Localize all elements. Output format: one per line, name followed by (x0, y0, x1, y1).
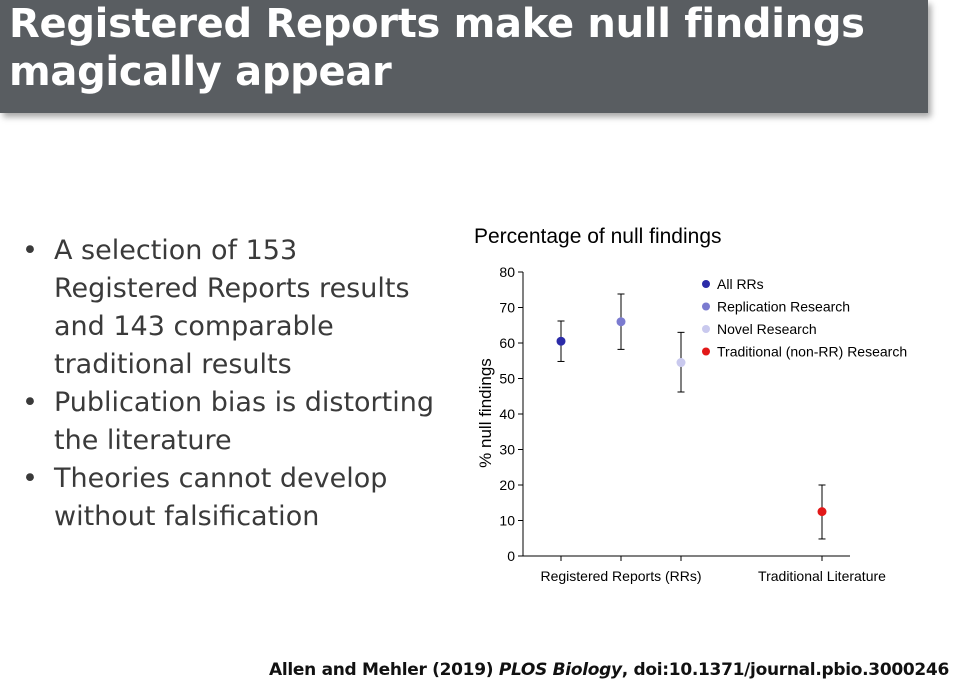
y-tick-label: 0 (507, 548, 515, 564)
y-tick-label: 30 (499, 442, 515, 458)
bullet-item: • Publication bias is distorting the lit… (22, 384, 442, 460)
null-findings-chart: Percentage of null findings 0 10 20 30 40 50 6… (474, 225, 907, 584)
legend-marker (702, 347, 710, 356)
bullet-text: Theories cannot develop without falsific… (54, 463, 388, 532)
chart-marks (556, 293, 827, 540)
data-point (616, 317, 626, 327)
y-axis-label: % null findings (476, 358, 495, 468)
bullet-dot: • (22, 387, 38, 418)
legend-marker (702, 302, 710, 311)
chart-legend: All RRs Replication Research Novel Researc… (702, 276, 907, 360)
citation-journal: PLOS Biology (498, 660, 622, 680)
data-point (817, 507, 827, 517)
bullet-text: A selection of 153 Registered Reports re… (54, 235, 410, 380)
bullet-dot: • (22, 463, 38, 494)
title-bar: Registered Reports make null findings ma… (0, 0, 928, 113)
x-category-label: Traditional Literature (758, 568, 886, 584)
slide-title: Registered Reports make null findings ma… (9, 1, 865, 95)
chart-axes: 0 10 20 30 40 50 60 70 80 Registered Reports (RRs… (499, 264, 886, 584)
citation-doi: , doi:10.1371/journal.pbio.3000246 (621, 660, 950, 680)
y-tick-label: 10 (499, 513, 515, 529)
data-point (556, 336, 566, 346)
y-tick-label: 70 (499, 300, 515, 316)
y-tick-label: 80 (499, 264, 515, 280)
x-category-label: Registered Reports (RRs) (540, 568, 701, 584)
bullet-list: • A selection of 153 Registered Reports … (22, 232, 442, 536)
data-point (676, 358, 686, 368)
bullet-item: • A selection of 153 Registered Reports … (22, 232, 442, 384)
bullet-item: • Theories cannot develop without falsif… (22, 460, 442, 536)
legend-label: Replication Research (717, 299, 850, 315)
legend-label: All RRs (717, 276, 764, 292)
legend-marker (702, 325, 710, 333)
y-tick-label: 60 (499, 335, 515, 351)
legend-marker (702, 280, 710, 288)
bullet-text: Publication bias is distorting the liter… (54, 387, 434, 456)
citation-authors: Allen and Mehler (2019) (269, 660, 494, 680)
bullet-dot: • (22, 235, 38, 266)
citation: Allen and Mehler (2019) PLOS Biology, do… (269, 660, 949, 680)
legend-label: Traditional (non-RR) Research (717, 344, 907, 360)
y-tick-label: 40 (499, 406, 515, 422)
chart-title: Percentage of null findings (474, 225, 722, 248)
legend-label: Novel Research (717, 321, 817, 337)
y-tick-label: 50 (499, 371, 515, 387)
y-tick-label: 20 (499, 477, 515, 493)
